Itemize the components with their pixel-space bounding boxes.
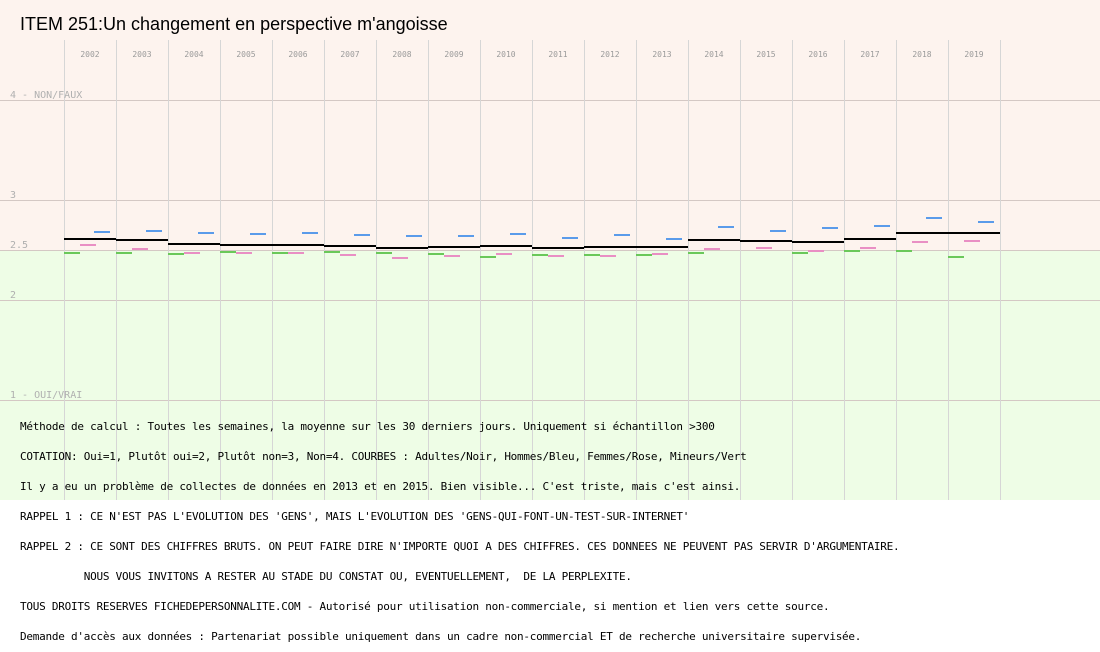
note-method: Méthode de calcul : Toutes les semaines,… — [20, 420, 715, 433]
y-axis-labels: 4 - NON/FAUX 3 2.5 2 1 - OUI/VRAI — [10, 90, 82, 401]
year-label-2010: 2010 — [496, 50, 515, 59]
chart-grid — [0, 40, 1100, 500]
year-label-2016: 2016 — [808, 50, 827, 59]
year-label-2011: 2011 — [548, 50, 567, 59]
year-label-2017: 2017 — [860, 50, 879, 59]
year-label-2002: 2002 — [80, 50, 99, 59]
note-rappel-1: RAPPEL 1 : CE N'EST PAS L'EVOLUTION DES … — [20, 510, 690, 523]
note-cotation: COTATION: Oui=1, Plutôt oui=2, Plutôt no… — [20, 450, 747, 463]
year-label-2014: 2014 — [704, 50, 723, 59]
note-rappel-2-continued: NOUS VOUS INVITONS A RESTER AU STADE DU … — [20, 570, 632, 583]
year-label-2003: 2003 — [132, 50, 151, 59]
x-axis-year-labels: 2002 2003 2004 2005 2006 2007 2008 2009 2010 2011… — [80, 50, 983, 59]
year-label-2019: 2019 — [964, 50, 983, 59]
note-rights: TOUS DROITS RESERVES FICHEDEPERSONNALITE… — [20, 600, 830, 613]
year-label-2007: 2007 — [340, 50, 359, 59]
footnotes: Méthode de calcul : Toutes les semaines,… — [20, 402, 1095, 652]
y-tick-label: 2.5 — [10, 240, 28, 251]
y-tick-label: 3 — [10, 190, 16, 201]
note-data-problem: Il y a eu un problème de collectes de do… — [20, 480, 741, 493]
year-label-2005: 2005 — [236, 50, 255, 59]
background-bands — [0, 0, 1100, 500]
chart-title: ITEM 251:Un changement en perspective m'… — [20, 14, 448, 34]
band-0 — [0, 0, 1100, 250]
year-label-2013: 2013 — [652, 50, 671, 59]
y-tick-label: 4 - NON/FAUX — [10, 90, 82, 101]
year-label-2006: 2006 — [288, 50, 307, 59]
year-label-2015: 2015 — [756, 50, 775, 59]
y-tick-label: 1 - OUI/VRAI — [10, 390, 82, 401]
year-label-2018: 2018 — [912, 50, 931, 59]
series-marks — [64, 217, 1000, 259]
year-label-2012: 2012 — [600, 50, 619, 59]
note-rappel-2: RAPPEL 2 : CE SONT DES CHIFFRES BRUTS. O… — [20, 540, 900, 553]
band-1 — [0, 250, 1100, 500]
y-tick-label: 2 — [10, 290, 16, 301]
year-label-2008: 2008 — [392, 50, 411, 59]
year-label-2004: 2004 — [184, 50, 203, 59]
note-data-access: Demande d'accès aux données : Partenaria… — [20, 630, 862, 643]
year-label-2009: 2009 — [444, 50, 463, 59]
